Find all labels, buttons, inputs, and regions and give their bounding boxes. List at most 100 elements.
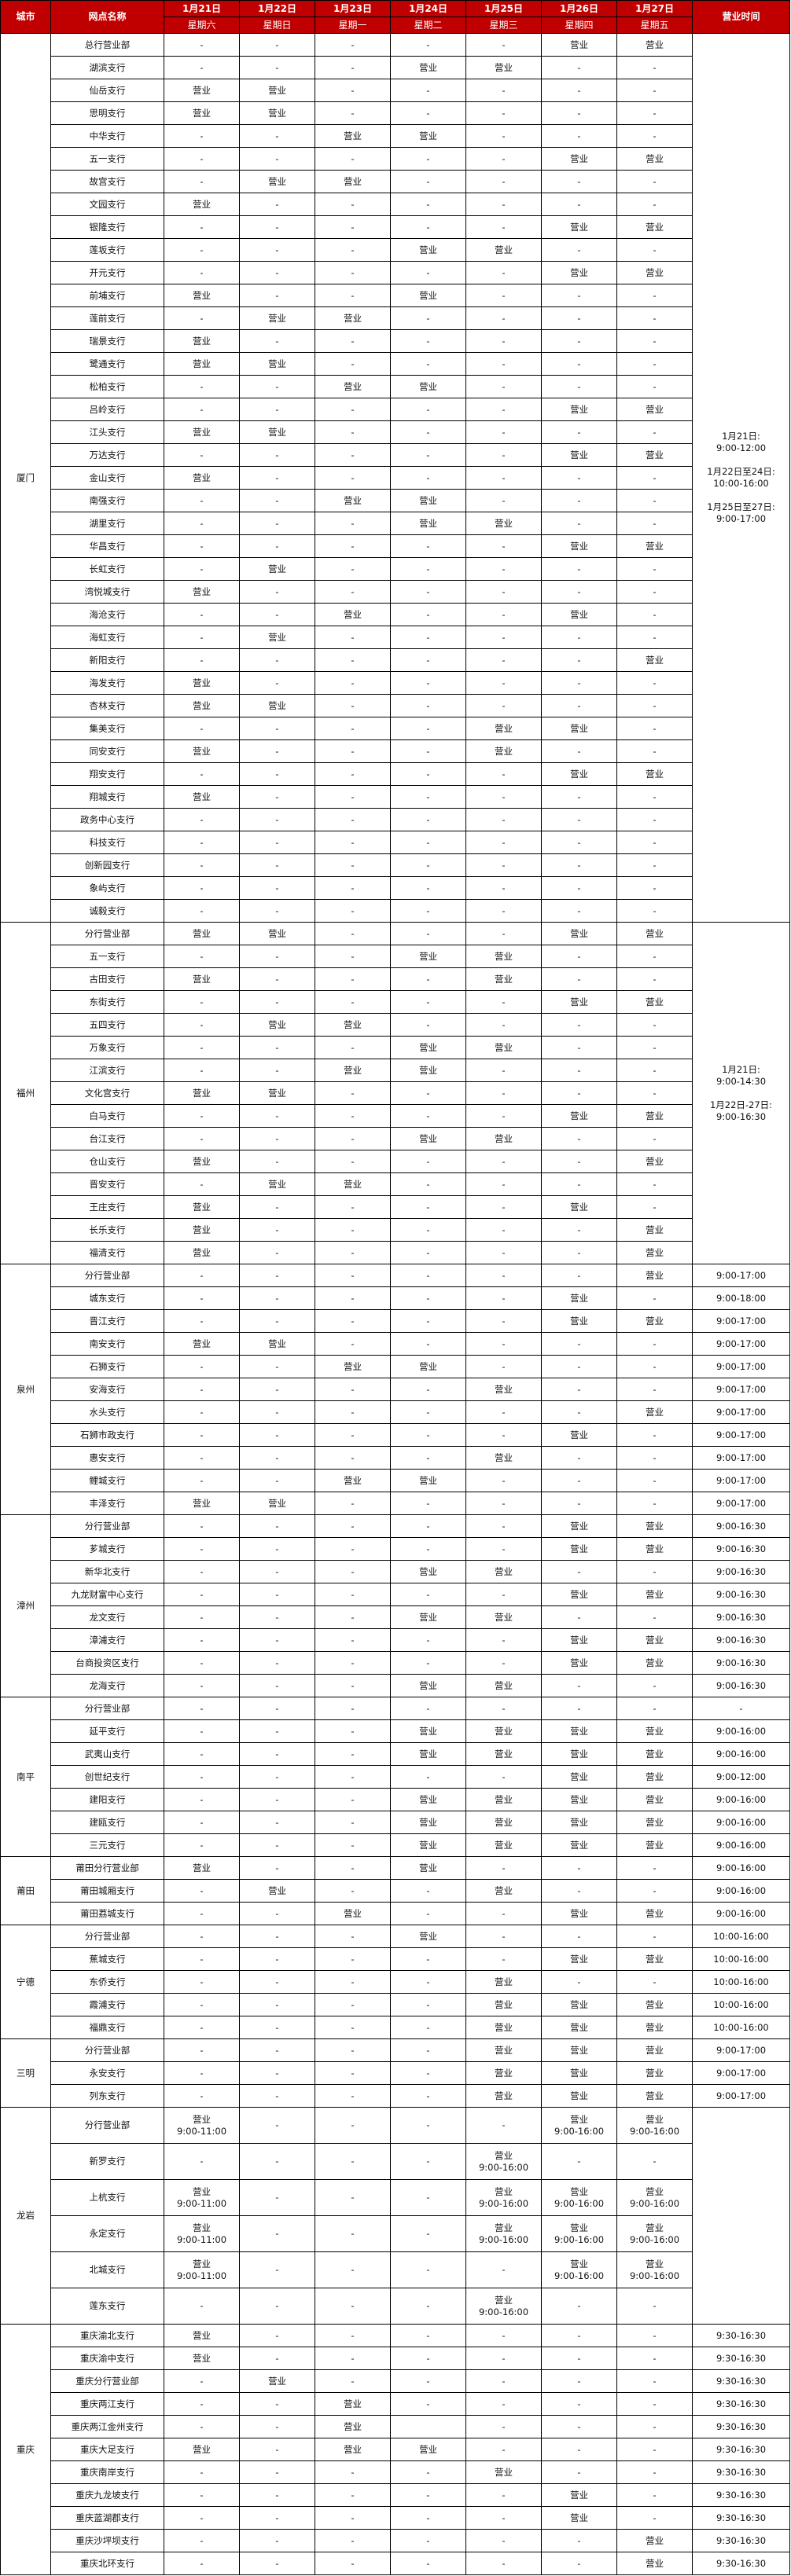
branch-name: 总行营业部 bbox=[50, 33, 164, 57]
status-closed: - bbox=[239, 785, 315, 809]
branch-name: 重庆南岸支行 bbox=[50, 2460, 164, 2484]
status-closed: - bbox=[616, 2438, 693, 2461]
status-closed: - bbox=[616, 1560, 693, 1583]
status-open: 营业 bbox=[541, 261, 617, 284]
status-open: 营业 bbox=[164, 694, 240, 717]
status-open: 营业 bbox=[239, 306, 315, 330]
status-open: 营业 bbox=[239, 1879, 315, 1903]
branch-name: 莆田分行营业部 bbox=[50, 1856, 164, 1880]
status-closed: - bbox=[239, 876, 315, 900]
branch-name: 建瓯支行 bbox=[50, 1811, 164, 1834]
status-open: 营业 bbox=[541, 534, 617, 558]
hours-cell: 9:00-16:30 bbox=[692, 1605, 790, 1629]
status-closed: - bbox=[616, 2369, 693, 2393]
hours-cell: 9:00-16:00 bbox=[692, 1742, 790, 1766]
status-closed: - bbox=[616, 512, 693, 535]
status-closed: - bbox=[164, 147, 240, 171]
branch-name: 中华支行 bbox=[50, 124, 164, 148]
status-open: 营业 bbox=[541, 2506, 617, 2530]
table-row: 吕岭支行 - - - - - 营业 营业 bbox=[1, 398, 790, 421]
status-closed: - bbox=[541, 466, 617, 490]
status-closed: - bbox=[465, 785, 542, 809]
status-closed: - bbox=[616, 671, 693, 695]
status-closed: - bbox=[390, 1332, 466, 1356]
status-open: 营业 bbox=[390, 1674, 466, 1697]
status-closed: - bbox=[164, 398, 240, 421]
status-closed: - bbox=[164, 2506, 240, 2530]
status-open: 营业 bbox=[465, 56, 542, 79]
status-closed: - bbox=[164, 1400, 240, 1424]
hours-cell: 9:00-17:00 bbox=[692, 2061, 790, 2085]
branch-name: 武夷山支行 bbox=[50, 1742, 164, 1766]
header-weekday: 星期一 bbox=[315, 17, 391, 34]
status-open: 营业 bbox=[541, 215, 617, 239]
status-closed: - bbox=[465, 1355, 542, 1378]
status-open: 营业 bbox=[541, 1583, 617, 1606]
status-closed: - bbox=[239, 1036, 315, 1059]
status-closed: - bbox=[164, 1605, 240, 1629]
status-closed: - bbox=[315, 1195, 391, 1219]
status-closed: - bbox=[390, 2529, 466, 2552]
status-closed: - bbox=[164, 808, 240, 831]
status-open: 营业 bbox=[465, 2038, 542, 2062]
status-closed: - bbox=[164, 534, 240, 558]
header-weekday: 星期二 bbox=[390, 17, 466, 34]
status-closed: - bbox=[465, 899, 542, 923]
status-closed: - bbox=[239, 1970, 315, 1994]
status-closed: - bbox=[239, 1446, 315, 1470]
status-closed: - bbox=[315, 899, 391, 923]
status-closed: - bbox=[239, 2143, 315, 2180]
status-open: 营业 bbox=[239, 1013, 315, 1037]
status-closed: - bbox=[239, 1902, 315, 1925]
hours-cell: 10:00-16:00 bbox=[692, 1993, 790, 2016]
status-closed: - bbox=[616, 1446, 693, 1470]
status-closed: - bbox=[390, 1902, 466, 1925]
table-row: 五一支行 - - - - - 营业 营业 bbox=[1, 147, 790, 171]
status-open: 营业 bbox=[616, 215, 693, 239]
status-closed: - bbox=[239, 1765, 315, 1789]
branch-name: 北城支行 bbox=[50, 2251, 164, 2288]
status-closed: - bbox=[390, 1697, 466, 1720]
status-closed: - bbox=[315, 33, 391, 57]
status-closed: - bbox=[239, 671, 315, 695]
status-closed: - bbox=[616, 238, 693, 262]
status-closed: - bbox=[465, 329, 542, 353]
status-closed: - bbox=[239, 124, 315, 148]
status-closed: - bbox=[541, 79, 617, 102]
status-open: 营业 bbox=[239, 2369, 315, 2393]
status-closed: - bbox=[541, 238, 617, 262]
status-closed: - bbox=[239, 1286, 315, 1310]
status-closed: - bbox=[164, 557, 240, 581]
status-closed: - bbox=[315, 1537, 391, 1561]
status-closed: - bbox=[239, 2038, 315, 2062]
status-closed: - bbox=[315, 1925, 391, 1948]
table-row: 建瓯支行 - - - 营业 营业 营业 营业 9:00-16:00 bbox=[1, 1811, 790, 1834]
hours-cell: 9:00-16:30 bbox=[692, 1674, 790, 1697]
status-closed: - bbox=[616, 2506, 693, 2530]
branch-name: 重庆蓝湖郡支行 bbox=[50, 2506, 164, 2530]
status-open: 营业 bbox=[541, 2084, 617, 2108]
table-row: 漳州 分行营业部 - - - - - 营业 营业 9:00-16:30 bbox=[0, 1514, 790, 1697]
status-closed: - bbox=[465, 398, 542, 421]
status-open: 营业 bbox=[616, 2552, 693, 2575]
status-open: 营业 bbox=[465, 1674, 542, 1697]
hours-cell: 9:00-17:00 bbox=[692, 2038, 790, 2062]
status-closed: - bbox=[465, 853, 542, 877]
status-open: 营业 bbox=[390, 512, 466, 535]
status-closed: - bbox=[239, 1218, 315, 1242]
status-closed: - bbox=[616, 853, 693, 877]
status-open: 营业 bbox=[541, 1833, 617, 1857]
status-closed: - bbox=[239, 1583, 315, 1606]
branch-name: 新阳支行 bbox=[50, 648, 164, 672]
status-closed: - bbox=[465, 831, 542, 854]
table-row: 莆田 莆田分行营业部 营业 - - 营业 - - -9:00-16:00 bbox=[0, 1856, 790, 1925]
status-open: 营业 bbox=[465, 1036, 542, 1059]
status-open: 营业 bbox=[465, 1970, 542, 1994]
branch-name: 金山支行 bbox=[50, 466, 164, 490]
status-open: 营业 bbox=[164, 420, 240, 444]
status-closed: - bbox=[616, 1605, 693, 1629]
status-closed: - bbox=[164, 1446, 240, 1470]
hours-cell: 9:30-16:30 bbox=[692, 2392, 790, 2416]
status-closed: - bbox=[541, 1492, 617, 1515]
status-closed: - bbox=[315, 147, 391, 171]
